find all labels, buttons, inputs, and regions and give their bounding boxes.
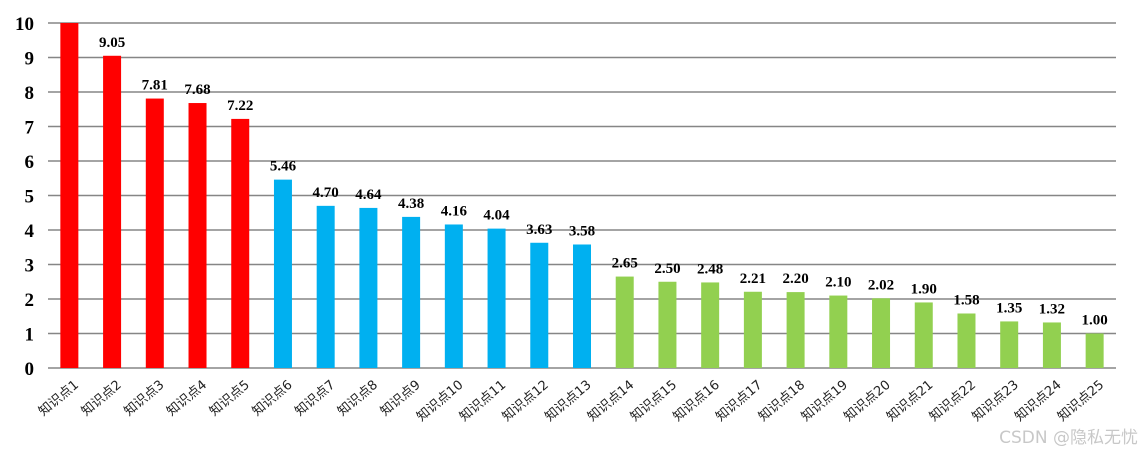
data-label: 1.58 — [953, 292, 979, 308]
data-label: 2.65 — [612, 256, 638, 272]
data-label: 2.50 — [654, 261, 680, 277]
data-label: 1.90 — [911, 281, 937, 297]
x-tick-label: 知识点14 — [584, 377, 637, 425]
bar — [60, 23, 79, 368]
x-tick-label: 知识点7 — [292, 377, 339, 420]
x-tick-label: 知识点6 — [249, 377, 296, 420]
x-tick-label: 知识点13 — [542, 377, 595, 425]
bar — [1000, 321, 1019, 368]
x-tick-label: 知识点24 — [1012, 377, 1065, 425]
data-label: 2.21 — [740, 271, 766, 287]
x-axis: 知识点1知识点2知识点3知识点4知识点5知识点6知识点7知识点8知识点9知识点1… — [35, 377, 1107, 425]
bar — [359, 207, 378, 368]
bar — [444, 224, 463, 368]
y-tick-label: 6 — [25, 152, 35, 173]
bar — [957, 313, 976, 368]
data-label: 2.48 — [697, 261, 723, 277]
bar — [402, 216, 421, 368]
data-label: 2.02 — [868, 277, 894, 293]
x-tick-label: 知识点18 — [755, 377, 808, 425]
y-tick-label: 10 — [15, 14, 34, 35]
x-tick-label: 知识点16 — [670, 377, 723, 425]
data-label: 7.68 — [184, 82, 210, 98]
y-tick-label: 2 — [25, 290, 35, 311]
data-label: 4.70 — [313, 185, 339, 201]
data-label: 4.16 — [441, 203, 468, 219]
watermark: CSDN @隐私无忧 — [999, 428, 1138, 448]
bars — [60, 23, 1104, 369]
data-label: 4.38 — [398, 196, 424, 212]
x-tick-label: 知识点20 — [841, 377, 894, 425]
x-tick-label: 知识点8 — [334, 377, 381, 420]
bar — [658, 281, 677, 368]
data-label: 1.00 — [1082, 313, 1108, 329]
bar — [530, 242, 549, 368]
y-tick-label: 3 — [25, 256, 35, 277]
y-tick-label: 4 — [25, 221, 35, 242]
data-label: 3.63 — [526, 222, 552, 238]
y-tick-label: 0 — [25, 359, 35, 380]
data-label: 3.58 — [569, 223, 595, 239]
data-label: 1.32 — [1039, 301, 1065, 317]
data-labels: 9.05 7.81 7.68 7.22 5.46 4.70 4.64 4.38 4.16 4.04… — [99, 35, 1108, 329]
x-tick-label: 知识点1 — [35, 377, 82, 420]
bar — [145, 98, 164, 369]
x-tick-label: 知识点4 — [164, 377, 211, 420]
bar — [188, 103, 207, 368]
bar — [487, 228, 506, 368]
x-tick-label: 知识点17 — [713, 377, 766, 425]
x-tick-label: 知识点19 — [798, 377, 851, 425]
gridlines — [48, 22, 1116, 369]
bar — [615, 276, 634, 368]
bar — [786, 292, 805, 368]
y-tick-label: 1 — [25, 325, 35, 346]
x-tick-label: 知识点12 — [499, 377, 552, 425]
x-tick-label: 知识点15 — [627, 377, 680, 425]
y-axis: 0 1 2 3 4 5 6 7 8 9 10 — [15, 14, 35, 380]
bar — [1042, 322, 1061, 368]
bar — [231, 118, 250, 368]
y-tick-label: 9 — [25, 49, 35, 70]
x-tick-label: 知识点11 — [456, 377, 509, 425]
x-tick-label: 知识点2 — [78, 377, 125, 420]
x-tick-label: 知识点22 — [926, 377, 979, 425]
y-tick-label: 5 — [25, 187, 35, 208]
data-label: 7.81 — [142, 78, 168, 94]
bar — [701, 282, 720, 368]
x-tick-label: 知识点10 — [414, 377, 467, 425]
y-tick-label: 8 — [25, 83, 35, 104]
bar — [829, 295, 848, 368]
data-label: 7.22 — [227, 98, 253, 114]
bar — [103, 55, 122, 369]
data-label: 5.46 — [270, 159, 297, 175]
x-tick-label: 知识点21 — [883, 377, 936, 425]
x-tick-label: 知识点3 — [121, 377, 168, 420]
x-tick-label: 知识点5 — [206, 377, 253, 420]
data-label: 9.05 — [99, 35, 125, 51]
data-label: 2.10 — [825, 275, 851, 291]
x-tick-label: 知识点25 — [1054, 377, 1107, 425]
y-tick-label: 7 — [25, 118, 35, 139]
bar — [914, 302, 933, 368]
bar — [316, 205, 335, 368]
data-label: 1.35 — [996, 300, 1022, 316]
bar — [872, 298, 891, 368]
bar — [1085, 333, 1104, 368]
x-tick-label: 知识点23 — [969, 377, 1022, 425]
data-label: 4.04 — [483, 208, 510, 224]
data-label: 2.20 — [782, 271, 808, 287]
bar — [743, 291, 762, 368]
bar — [573, 244, 591, 368]
bar — [273, 179, 292, 368]
data-label: 4.64 — [355, 187, 382, 203]
